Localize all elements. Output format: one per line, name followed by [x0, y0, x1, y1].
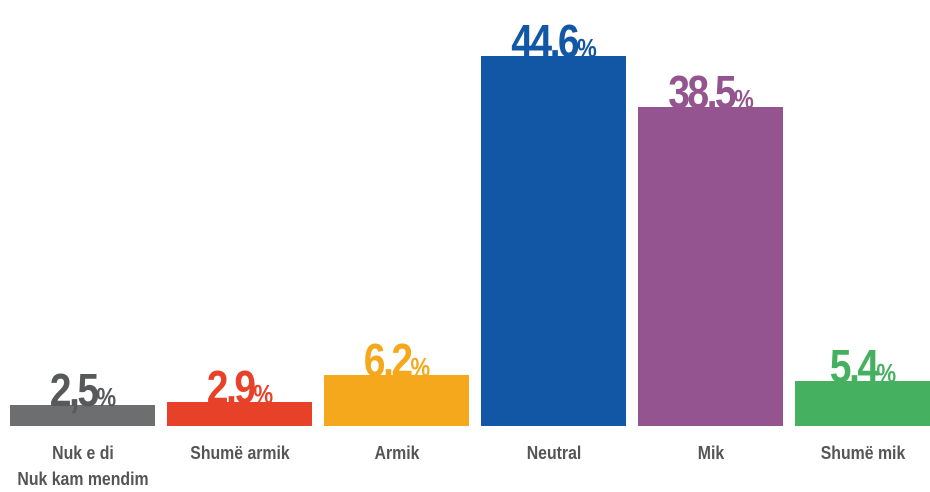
value-label: 44,6% [469, 18, 639, 71]
value-label: 6,2% [312, 337, 482, 390]
category-label: Shumë mik [775, 440, 930, 466]
category-label: Mik [623, 440, 799, 466]
value-label: 2,9% [155, 364, 325, 417]
value-label: 2,5% [0, 367, 168, 420]
value-label: 38,5% [626, 69, 796, 122]
category-label: Nuk e di Nuk kam mendim [0, 440, 171, 492]
category-label: Shumë armik [152, 440, 328, 466]
bar [481, 56, 626, 426]
bar [638, 107, 783, 426]
category-label: Neutral [466, 440, 642, 466]
category-label: Armik [309, 440, 485, 466]
value-label: 5,4% [778, 343, 930, 396]
